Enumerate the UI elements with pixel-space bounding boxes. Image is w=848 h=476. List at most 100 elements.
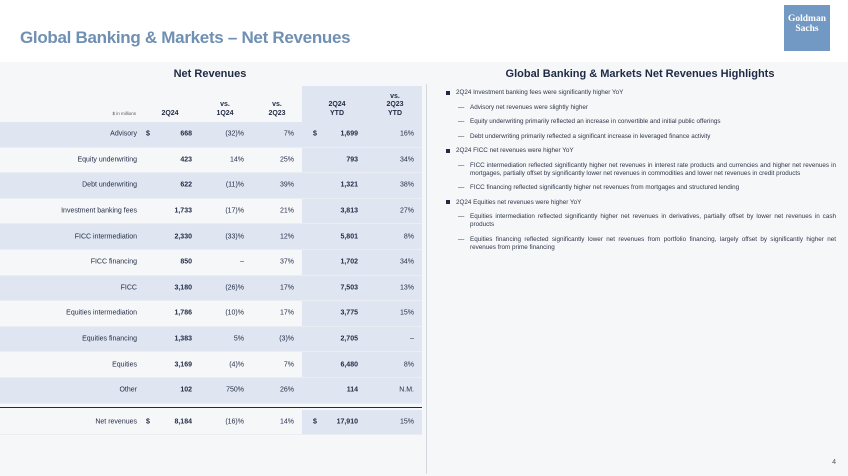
table-header-row: $ in millions 2Q24 vs. 1Q24 vs. 2Q23 2Q2… [0, 86, 422, 122]
row-label: FICC financing [90, 258, 137, 266]
value-vs-1q24: (11)% [225, 181, 244, 189]
value-vs-2q23-ytd: 34% [399, 258, 414, 266]
value-vs-2q23: 17% [279, 309, 294, 317]
table-row: Advisory $668 (32)% 7% $1,699 16% [0, 122, 422, 148]
row-label: Equity underwriting [77, 156, 137, 164]
dollar-sign: $ [146, 418, 150, 426]
value-vs-1q24: (26)% [225, 284, 244, 292]
value-2q24-ytd: 2,705 [340, 335, 358, 343]
table-row: Equities 3,169 (4)% 7% 6,480 8% [0, 352, 422, 378]
value-vs-2q23-ytd: 27% [399, 207, 414, 215]
col-header-vs-2q23: vs. 2Q23 [268, 101, 286, 117]
header-shade [302, 86, 422, 122]
value-2q24-ytd: 1,699 [340, 130, 358, 138]
col-header-2q24: 2Q24 [161, 109, 179, 117]
col-header-2q24-ytd: 2Q24 YTD [328, 101, 346, 117]
value-2q24-ytd: 3,775 [340, 309, 358, 317]
dash-icon: — [458, 235, 465, 243]
total-row: Net revenues $8,184 (16)% 14% $17,910 15% [0, 406, 422, 436]
column-divider [426, 84, 427, 474]
dash-icon: — [458, 213, 465, 220]
value-2q24-ytd: 3,813 [340, 207, 358, 215]
highlight-text: Equities financing reflected significant… [470, 235, 836, 251]
highlight-sub-item: — Equities intermediation reflected signi… [446, 213, 836, 229]
row-label: Other [119, 386, 137, 394]
value-vs-1q24: (32)% [225, 130, 244, 138]
value-vs-1q24: (33)% [225, 233, 244, 241]
value-vs-2q23: 7% [283, 361, 294, 369]
table-body: Advisory $668 (32)% 7% $1,699 16% Equity under… [0, 122, 422, 436]
highlight-bullet: 2Q24 Equities net revenues were higher Y… [446, 199, 836, 207]
col-header-vs-2q23-ytd: vs. 2Q23 YTD [386, 92, 404, 117]
value-vs-2q23: 25% [279, 156, 294, 164]
highlight-text: Debt underwriting primarily reflected a … [470, 132, 711, 140]
dash-icon: — [458, 184, 465, 191]
row-label: Equities financing [82, 335, 137, 343]
highlight-text: 2Q24 Investment banking fees were signif… [456, 89, 624, 96]
value-vs-2q23-ytd: 8% [403, 361, 414, 369]
total-rule [0, 406, 422, 408]
value-2q24-ytd: 114 [346, 386, 358, 394]
table-row: Investment banking fees 1,733 (17)% 21% 3,81… [0, 198, 422, 225]
value-vs-1q24: 750% [226, 386, 244, 394]
row-label: Equities intermediation [66, 309, 137, 317]
highlight-sub-item: — FICC intermediation reflected significa… [446, 162, 836, 178]
row-label: FICC [120, 284, 137, 292]
dash-icon: — [458, 132, 465, 140]
value-vs-2q23-ytd: 13% [399, 284, 414, 292]
square-bullet-icon [446, 90, 450, 95]
value-vs-2q23: 7% [283, 130, 294, 138]
highlight-sub-item: — Advisory net revenues were slightly hig… [446, 104, 836, 112]
square-bullet-icon [446, 200, 450, 204]
value-2q24-ytd: 17,910 [336, 418, 358, 426]
value-vs-1q24: 5% [233, 335, 244, 343]
table-row: Equities intermediation 1,786 (10)% 17% 3,77… [0, 301, 422, 327]
row-label: FICC intermediation [74, 233, 137, 241]
value-vs-1q24: (17)% [225, 207, 244, 215]
value-2q24: 1,383 [174, 335, 192, 343]
value-vs-2q23-ytd: – [410, 335, 414, 343]
value-vs-2q23: 17% [279, 284, 294, 292]
ytd-column-shade [302, 198, 422, 224]
dollar-sign: $ [146, 130, 150, 138]
row-label: Net revenues [95, 418, 137, 426]
ytd-column-shade [302, 249, 422, 275]
row-label: Advisory [110, 130, 137, 138]
value-2q24-ytd: 7,503 [340, 284, 358, 292]
value-vs-2q23-ytd: 8% [403, 233, 414, 241]
value-vs-2q23: 12% [279, 233, 294, 241]
col-header-vs-1q24: vs. 1Q24 [216, 101, 234, 117]
highlights-list: 2Q24 Investment banking fees were signif… [446, 89, 836, 258]
dash-icon: — [458, 118, 465, 125]
value-2q24-ytd: 1,702 [340, 258, 358, 266]
header: Global Banking & Markets – Net Revenues … [0, 0, 848, 62]
units-label: $ in millions [112, 110, 136, 116]
table-row: Other 102 750% 26% 114 N.M. [0, 377, 422, 404]
dollar-sign: $ [313, 130, 317, 138]
table-row: FICC intermediation 2,330 (33)% 12% 5,801 8% [0, 224, 422, 250]
ytd-column-shade [302, 301, 422, 326]
value-vs-2q23-ytd: 34% [399, 156, 414, 164]
value-vs-2q23: (3)% [279, 335, 294, 343]
highlights-title: Global Banking & Markets Net Revenues Hi… [505, 68, 775, 80]
value-2q24: 668 [180, 130, 192, 138]
net-revenues-table: $ in millions 2Q24 vs. 1Q24 vs. 2Q23 2Q2… [0, 86, 422, 436]
value-2q24: 2,330 [174, 233, 192, 241]
value-vs-1q24: (16)% [225, 418, 244, 426]
logo-line-1: Goldman [787, 14, 826, 24]
ytd-column-shade [302, 409, 422, 435]
value-2q24: 1,786 [174, 309, 192, 317]
value-vs-1q24: (4)% [229, 361, 244, 369]
logo-line-2: Sachs [795, 24, 819, 34]
highlight-sub-item: — FICC financing reflected significantly … [446, 184, 836, 192]
value-2q24-ytd: 5,801 [340, 233, 358, 241]
value-vs-2q23-ytd: 38% [399, 181, 414, 189]
value-vs-2q23: 39% [279, 181, 294, 189]
row-label: Equities [112, 361, 137, 369]
value-2q24: 3,180 [174, 284, 192, 292]
value-vs-2q23-ytd: 16% [399, 130, 414, 138]
table-row: Debt underwriting 622 (11)% 39% 1,321 38% [0, 173, 422, 199]
table-row: Equity underwriting 423 14% 25% 793 34% [0, 147, 422, 174]
value-vs-1q24: 14% [229, 156, 244, 164]
ytd-column-shade [302, 352, 422, 377]
